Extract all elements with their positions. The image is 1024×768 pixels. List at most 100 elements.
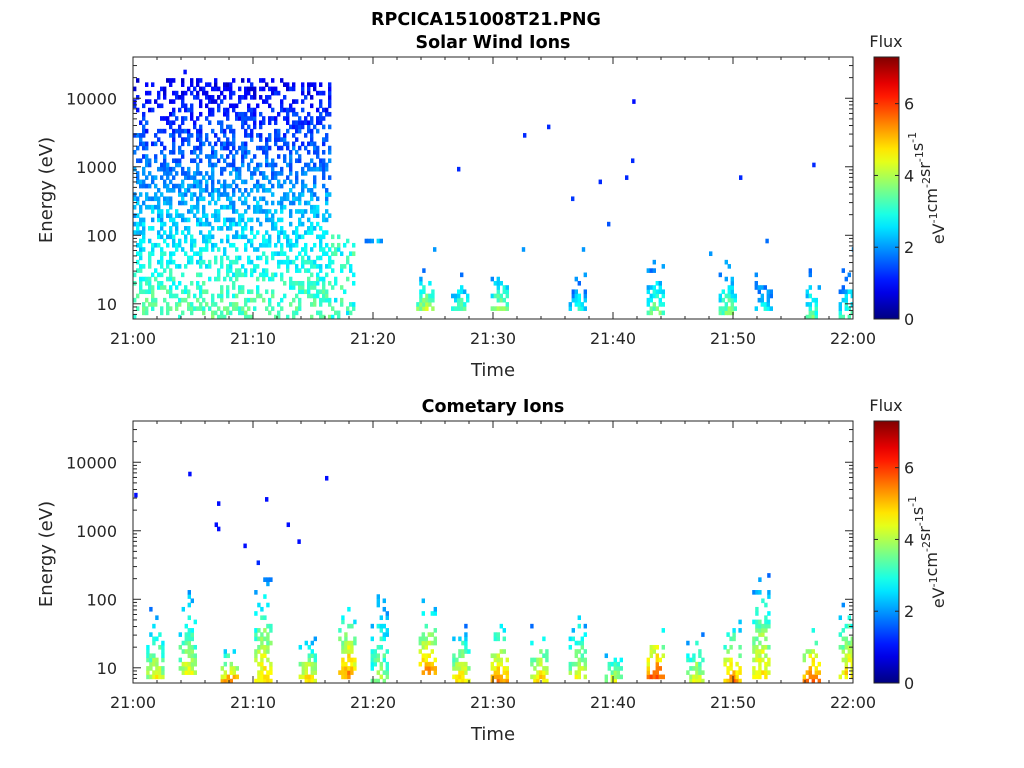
flux-cell — [184, 90, 188, 96]
flux-cell — [583, 289, 587, 295]
colorbar-label: Flux — [869, 396, 902, 415]
flux-cell — [646, 289, 650, 295]
flux-cell — [283, 158, 287, 164]
flux-cell — [574, 670, 578, 675]
flux-cell — [142, 226, 146, 231]
flux-cell — [247, 116, 251, 121]
flux-cell — [166, 234, 170, 240]
flux-cell — [232, 78, 236, 83]
flux-cell — [808, 653, 812, 659]
flux-cell — [169, 99, 173, 104]
flux-cell — [217, 179, 221, 185]
flux-cell — [250, 111, 254, 117]
flux-cell — [205, 289, 209, 295]
flux-cell — [226, 306, 230, 311]
flux-cell — [337, 314, 341, 319]
flux-cell — [220, 192, 224, 197]
flux-cell — [160, 128, 164, 134]
flux-cell — [542, 678, 546, 683]
flux-cell — [277, 171, 281, 176]
flux-cell — [263, 594, 267, 599]
flux-cell — [202, 213, 206, 218]
flux-cell — [211, 145, 215, 151]
flux-cell — [241, 162, 245, 168]
x-tick-label: 22:00 — [830, 329, 876, 348]
flux-cell — [250, 128, 254, 134]
flux-cell — [181, 213, 185, 218]
flux-cell — [328, 280, 332, 286]
flux-cell — [178, 632, 182, 637]
flux-cell — [428, 293, 432, 299]
flux-cell — [325, 192, 329, 197]
flux-cell — [698, 678, 702, 683]
flux-cell — [304, 230, 308, 235]
flux-cell — [232, 285, 236, 290]
flux-cell — [133, 149, 137, 155]
flux-cell — [286, 141, 290, 147]
flux-cell — [427, 661, 431, 667]
flux-cell — [319, 310, 323, 316]
flux-cell — [211, 175, 215, 180]
flux-cell — [767, 661, 771, 667]
flux-cell — [271, 107, 275, 113]
flux-cell — [732, 632, 736, 637]
flux-cell — [752, 649, 756, 654]
flux-cell — [172, 175, 176, 180]
flux-cell — [262, 276, 266, 282]
flux-cell — [226, 310, 230, 316]
flux-cell — [199, 302, 203, 307]
flux-cell — [187, 636, 191, 642]
flux-cell — [169, 78, 173, 83]
flux-cell — [349, 268, 353, 273]
flux-cell — [280, 217, 284, 223]
flux-cell — [208, 95, 212, 100]
flux-cell — [241, 234, 245, 240]
flux-cell — [217, 226, 221, 231]
flux-cell — [196, 259, 200, 265]
flux-cell — [157, 166, 161, 172]
flux-cell — [289, 238, 293, 244]
flux-cell — [262, 188, 266, 193]
flux-cell — [260, 644, 264, 650]
flux-cell — [758, 666, 762, 671]
flux-cell — [322, 285, 326, 290]
flux-cell — [205, 242, 209, 248]
x-tick-label: 21:10 — [230, 329, 276, 348]
flux-cell — [257, 644, 261, 650]
flux-cell — [286, 255, 290, 261]
flux-cell — [539, 670, 543, 675]
flux-cell — [175, 209, 179, 214]
flux-cell — [298, 196, 302, 202]
flux-cell — [166, 183, 170, 189]
flux-cell — [187, 175, 191, 180]
flux-cell — [172, 99, 176, 104]
flux-cell — [214, 259, 218, 265]
flux-cell — [152, 674, 156, 680]
flux-cell — [376, 678, 380, 683]
flux-cell — [301, 674, 305, 680]
flux-cell — [244, 116, 248, 121]
flux-cell — [169, 217, 173, 223]
flux-cell — [260, 653, 264, 659]
flux-cell — [175, 293, 179, 299]
flux-cell — [419, 289, 423, 295]
flux-cell — [184, 128, 188, 134]
flux-cell — [298, 674, 302, 680]
flux-cell — [199, 141, 203, 147]
flux-cell — [223, 276, 227, 282]
flux-cell — [274, 120, 278, 126]
flux-cell — [175, 213, 179, 218]
flux-cell — [301, 124, 305, 130]
flux-cell — [139, 247, 143, 252]
flux-cell — [250, 297, 254, 303]
flux-cell — [178, 192, 182, 197]
flux-cell — [292, 297, 296, 303]
flux-cell — [139, 268, 143, 273]
flux-cell — [199, 133, 203, 138]
flux-cell — [274, 251, 278, 257]
flux-cell — [160, 217, 164, 223]
flux-cell — [259, 86, 263, 92]
flux-cell — [232, 666, 236, 671]
flux-cell — [307, 268, 311, 273]
flux-cell — [328, 95, 332, 100]
